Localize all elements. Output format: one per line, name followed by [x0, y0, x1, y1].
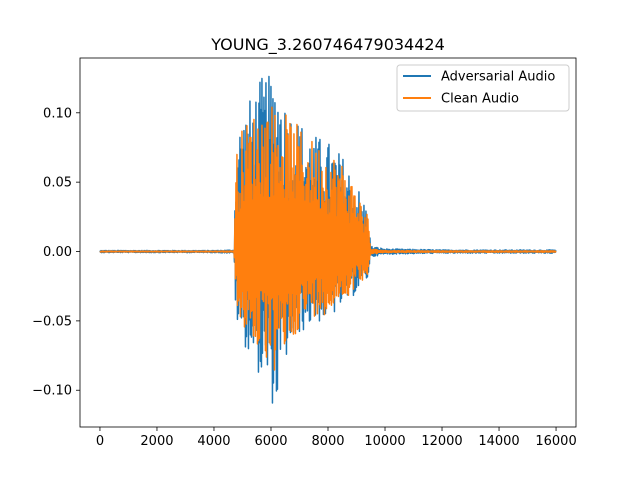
legend-box	[396, 64, 570, 112]
y-tick-label: 0.00	[43, 245, 72, 260]
series-line-clean-audio	[99, 106, 557, 371]
y-tick-label: −0.05	[32, 314, 72, 329]
x-tick-label: 14000	[478, 434, 519, 449]
chart-title: YOUNG_3.260746479034424	[210, 35, 445, 55]
y-tick-label: 0.05	[43, 176, 72, 191]
plot-area	[99, 75, 557, 404]
legend-label-adversarial-audio: Adversarial Audio	[441, 70, 555, 85]
legend-label-clean-audio: Clean Audio	[441, 92, 519, 107]
x-tick-label: 10000	[364, 434, 405, 449]
x-tick-label: 2000	[140, 434, 173, 449]
x-tick-label: 6000	[254, 434, 287, 449]
x-tick-label: 4000	[197, 434, 230, 449]
x-axis: 0 2000 4000 6000 8000 10000 12000 14000 16000	[96, 427, 577, 449]
y-tick-label: 0.10	[43, 106, 72, 121]
legend: Adversarial Audio Clean Audio	[396, 64, 570, 112]
y-axis: −0.10 −0.05 0.00 0.05 0.10	[32, 106, 80, 399]
x-tick-label: 12000	[421, 434, 462, 449]
x-tick-label: 8000	[311, 434, 344, 449]
plot-series-group	[99, 75, 557, 404]
x-tick-label: 16000	[535, 434, 576, 449]
x-tick-label: 0	[96, 434, 104, 449]
y-tick-label: −0.10	[32, 384, 72, 399]
